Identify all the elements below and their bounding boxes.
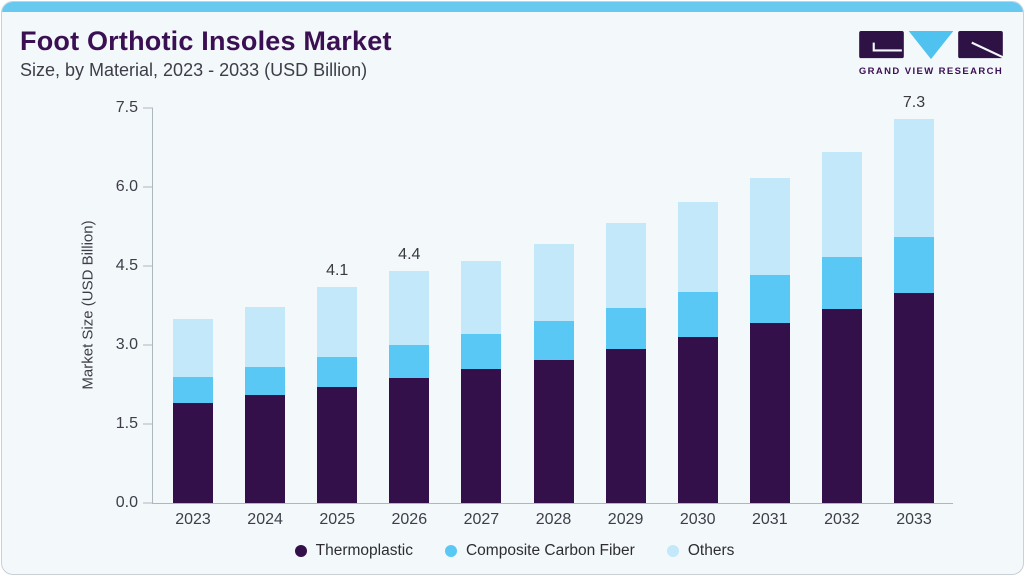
bar-2023 <box>173 318 213 503</box>
bar-segment-thermoplastic <box>173 402 213 503</box>
bar-segment-others <box>677 202 718 293</box>
bar-value-label: 7.3 <box>902 93 926 111</box>
legend-item-label: Thermoplastic <box>315 542 413 559</box>
bar-segment-others <box>389 271 430 345</box>
bar-segment-others <box>533 243 574 321</box>
y-tick-label: 7.5 <box>115 99 138 116</box>
legend-item-label: Composite Carbon Fiber <box>465 542 635 559</box>
bar-segment-others <box>245 306 286 368</box>
bar-segment-composite-carbon-fiber <box>245 367 286 396</box>
bar-2029 <box>605 222 646 503</box>
x-tick-label: 2026 <box>391 511 428 528</box>
bar-segment-composite-carbon-fiber <box>317 356 358 388</box>
bar-value-label: 4.1 <box>326 262 349 280</box>
y-tick-label: 4.5 <box>115 257 138 274</box>
legend-item-thermoplastic: Thermoplastic <box>294 542 413 560</box>
bar-segment-composite-carbon-fiber <box>821 257 862 310</box>
legend-item-others: Others <box>666 542 735 560</box>
bar-segment-thermoplastic <box>821 309 862 503</box>
bar-segment-thermoplastic <box>533 359 574 503</box>
legend-dot-icon <box>444 545 457 557</box>
y-tick-mark <box>143 423 153 425</box>
bar-value-label: 4.4 <box>398 246 421 264</box>
legend-dot-icon <box>666 545 679 557</box>
legend-item-label: Others <box>687 542 735 559</box>
bar-segment-composite-carbon-fiber <box>389 345 430 378</box>
bar-segment-composite-carbon-fiber <box>461 333 502 370</box>
x-tick-label: 2030 <box>679 511 716 528</box>
bar-segment-composite-carbon-fiber <box>894 237 934 293</box>
bar-2025 <box>317 287 358 503</box>
bar-segment-others <box>461 260 502 334</box>
bar-segment-thermoplastic <box>317 387 358 503</box>
y-axis-title: Market Size (USD Billion) <box>79 220 97 390</box>
bar-segment-composite-carbon-fiber <box>173 376 213 403</box>
x-tick-label: 2028 <box>535 511 572 528</box>
y-tick-label: 0.0 <box>115 494 138 511</box>
x-tick-label: 2024 <box>247 511 283 528</box>
bar-2028 <box>533 243 574 503</box>
y-tick-mark <box>143 186 153 188</box>
bar-segment-composite-carbon-fiber <box>533 320 574 360</box>
plot-area: 0.0 1.5 3.0 4.5 6.0 7.5 2023 2024 2025 4.1 2026 4.4… <box>116 94 953 528</box>
x-tick-label: 2027 <box>463 511 500 528</box>
x-tick-label: 2033 <box>896 511 932 528</box>
bar-2031 <box>749 178 790 503</box>
bar-2032 <box>821 151 862 503</box>
gvr-logo-text: GRAND VIEW RESEARCH <box>858 66 1004 77</box>
y-tick-label: 3.0 <box>115 336 138 353</box>
bar-segment-thermoplastic <box>677 336 718 503</box>
y-tick-label: 6.0 <box>115 178 138 195</box>
bar-segment-composite-carbon-fiber <box>749 274 790 323</box>
bar-segment-composite-carbon-fiber <box>605 307 646 349</box>
top-accent-bar <box>2 2 1023 12</box>
y-tick-mark <box>143 265 153 267</box>
bar-2030 <box>677 202 718 503</box>
bar-segment-others <box>605 222 646 308</box>
gvr-logo: GRAND VIEW RESEARCH <box>856 30 1006 77</box>
page-title: Foot Orthotic Insoles Market <box>20 26 392 56</box>
legend-dot-icon <box>294 545 307 557</box>
bar-segment-others <box>317 287 358 357</box>
bar-segment-others <box>894 118 934 238</box>
bar-segment-others <box>749 178 790 275</box>
y-tick-label: 1.5 <box>115 415 138 432</box>
x-tick-label: 2023 <box>175 511 211 528</box>
bar-segment-others <box>821 151 862 258</box>
bar-2033 <box>894 118 934 503</box>
bar-segment-composite-carbon-fiber <box>677 292 718 337</box>
bar-segment-thermoplastic <box>245 395 286 503</box>
bar-2027 <box>461 260 502 503</box>
x-tick-label: 2025 <box>319 511 355 528</box>
x-tick-label: 2029 <box>607 511 644 528</box>
y-tick-mark <box>143 107 153 109</box>
bar-segment-thermoplastic <box>389 377 430 503</box>
y-tick-mark <box>143 344 153 346</box>
bar-2026 <box>389 271 430 503</box>
page-subtitle: Size, by Material, 2023 - 2033 (USD Bill… <box>20 60 368 80</box>
legend-item-composite-carbon-fiber: Composite Carbon Fiber <box>444 542 635 560</box>
y-tick-mark <box>143 502 153 504</box>
x-tick-label: 2032 <box>824 511 860 528</box>
bar-segment-thermoplastic <box>605 348 646 503</box>
bar-segment-others <box>173 318 213 377</box>
gvr-logo-mark-icon <box>859 30 1004 60</box>
bar-segment-thermoplastic <box>461 369 502 503</box>
bar-2024 <box>245 306 286 503</box>
chart-legend: Thermoplastic Composite Carbon Fiber Other… <box>2 540 1023 562</box>
bar-segment-thermoplastic <box>749 322 790 503</box>
bar-segment-thermoplastic <box>894 292 934 503</box>
x-tick-label: 2031 <box>752 511 788 528</box>
